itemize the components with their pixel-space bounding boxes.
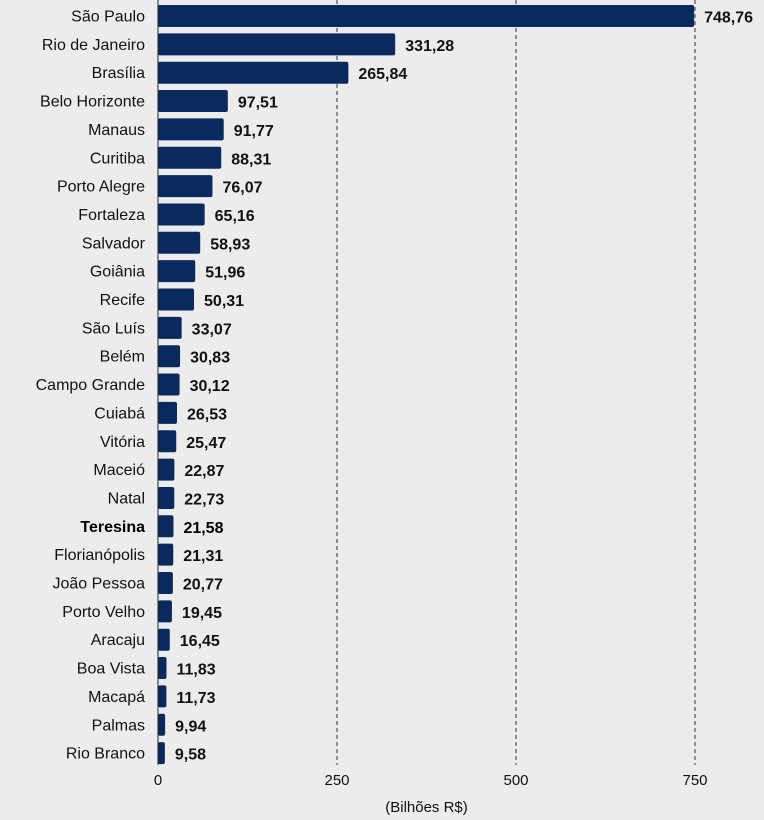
category-label: Manaus [88, 122, 145, 139]
value-label: 265,84 [358, 66, 407, 83]
category-label: Cuiabá [94, 405, 145, 422]
bar [158, 203, 205, 226]
bar [158, 572, 173, 594]
bar [158, 373, 180, 396]
bar [158, 90, 228, 113]
value-label: 33,07 [192, 321, 232, 338]
value-label: 26,53 [187, 406, 227, 423]
category-label: Boa Vista [77, 661, 145, 678]
category-label: Rio de Janeiro [42, 37, 145, 54]
bar [158, 543, 174, 566]
bar [158, 430, 177, 453]
bar [158, 600, 172, 623]
value-label: 97,51 [238, 95, 278, 112]
value-label: 16,45 [180, 633, 220, 650]
category-label: Maceió [93, 462, 145, 479]
value-label: 25,47 [186, 435, 226, 452]
category-label: Florianópolis [54, 547, 145, 564]
value-label: 65,16 [215, 208, 255, 225]
value-label: 20,77 [183, 577, 223, 594]
category-label: Rio Branco [66, 746, 145, 763]
category-label: Belém [100, 349, 145, 366]
category-label: Salvador [82, 235, 146, 252]
bar [158, 231, 201, 254]
value-label: 51,96 [205, 265, 245, 282]
value-label: 22,73 [184, 491, 224, 508]
category-label: São Paulo [71, 9, 145, 26]
bar [158, 345, 181, 368]
bar [158, 458, 175, 481]
value-label: 19,45 [182, 605, 222, 622]
x-tick-label: 500 [503, 772, 528, 789]
category-label: Campo Grande [36, 377, 145, 394]
value-label: 11,73 [176, 690, 215, 707]
category-label: Porto Alegre [57, 179, 145, 196]
value-label: 58,93 [210, 236, 250, 253]
value-label: 22,87 [184, 463, 224, 480]
bar [158, 61, 349, 84]
value-label: 11,83 [176, 662, 215, 679]
value-label: 21,31 [183, 548, 223, 565]
bar [158, 146, 222, 169]
bar [158, 260, 196, 283]
bar [158, 486, 175, 509]
value-label: 30,83 [190, 350, 230, 367]
bar [158, 628, 170, 651]
category-label: Natal [108, 490, 145, 507]
value-label: 21,58 [183, 520, 223, 537]
value-label: 76,07 [222, 180, 262, 197]
x-tick-label: 250 [324, 772, 349, 789]
category-label: Recife [100, 292, 145, 309]
category-label: Brasília [92, 65, 145, 82]
category-label: São Luís [82, 320, 145, 337]
bar [158, 175, 213, 198]
category-label: Curitiba [90, 150, 145, 167]
bar [158, 401, 177, 424]
category-label: Aracaju [91, 632, 145, 649]
bar [158, 118, 224, 141]
value-label: 9,58 [175, 747, 206, 764]
x-tick-label: 750 [682, 772, 707, 789]
value-label: 748,76 [704, 10, 753, 27]
category-label: João Pessoa [52, 576, 145, 593]
category-label: Teresina [80, 519, 145, 536]
value-label: 88,31 [231, 151, 271, 168]
bar [158, 685, 167, 708]
category-label: Palmas [92, 717, 145, 734]
value-label: 50,31 [204, 293, 244, 310]
category-label: Fortaleza [78, 207, 145, 224]
category-label: Belo Horizonte [40, 94, 145, 111]
bar [158, 515, 174, 538]
value-label: 91,77 [234, 123, 274, 140]
category-label: Macapá [88, 689, 145, 706]
bar [158, 742, 165, 765]
category-label: Porto Velho [62, 604, 145, 621]
x-axis-title: (Bilhões R$) [385, 799, 468, 816]
category-label: Vitória [100, 434, 145, 451]
bar [158, 33, 396, 56]
value-label: 9,94 [175, 718, 206, 735]
value-label: 331,28 [405, 38, 454, 55]
bar [158, 657, 167, 680]
bar [158, 288, 195, 311]
value-label: 30,12 [190, 378, 230, 395]
bar [158, 5, 695, 27]
bar [158, 713, 166, 736]
category-label: Goiânia [90, 264, 145, 281]
x-tick-label: 0 [154, 772, 162, 789]
bar [158, 316, 182, 339]
